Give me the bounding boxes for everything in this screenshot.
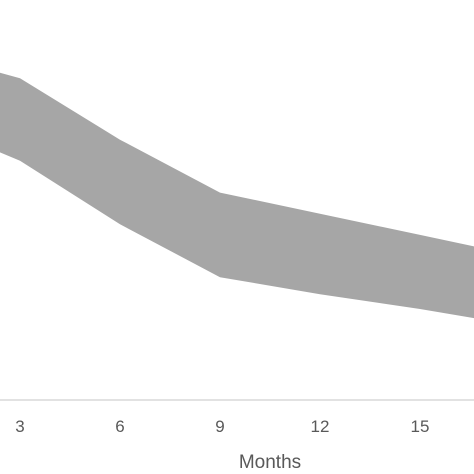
x-tick-label: 15 xyxy=(411,417,430,436)
x-axis-title: Months xyxy=(239,452,301,473)
band-layer xyxy=(0,72,474,319)
x-tick-labels: 3 6 9 12 15 xyxy=(15,417,429,436)
x-tick-label: 12 xyxy=(311,417,330,436)
x-tick-label: 6 xyxy=(115,417,124,436)
x-tick-label: 9 xyxy=(215,417,224,436)
x-tick-label: 3 xyxy=(15,417,24,436)
confidence-band xyxy=(0,72,474,319)
